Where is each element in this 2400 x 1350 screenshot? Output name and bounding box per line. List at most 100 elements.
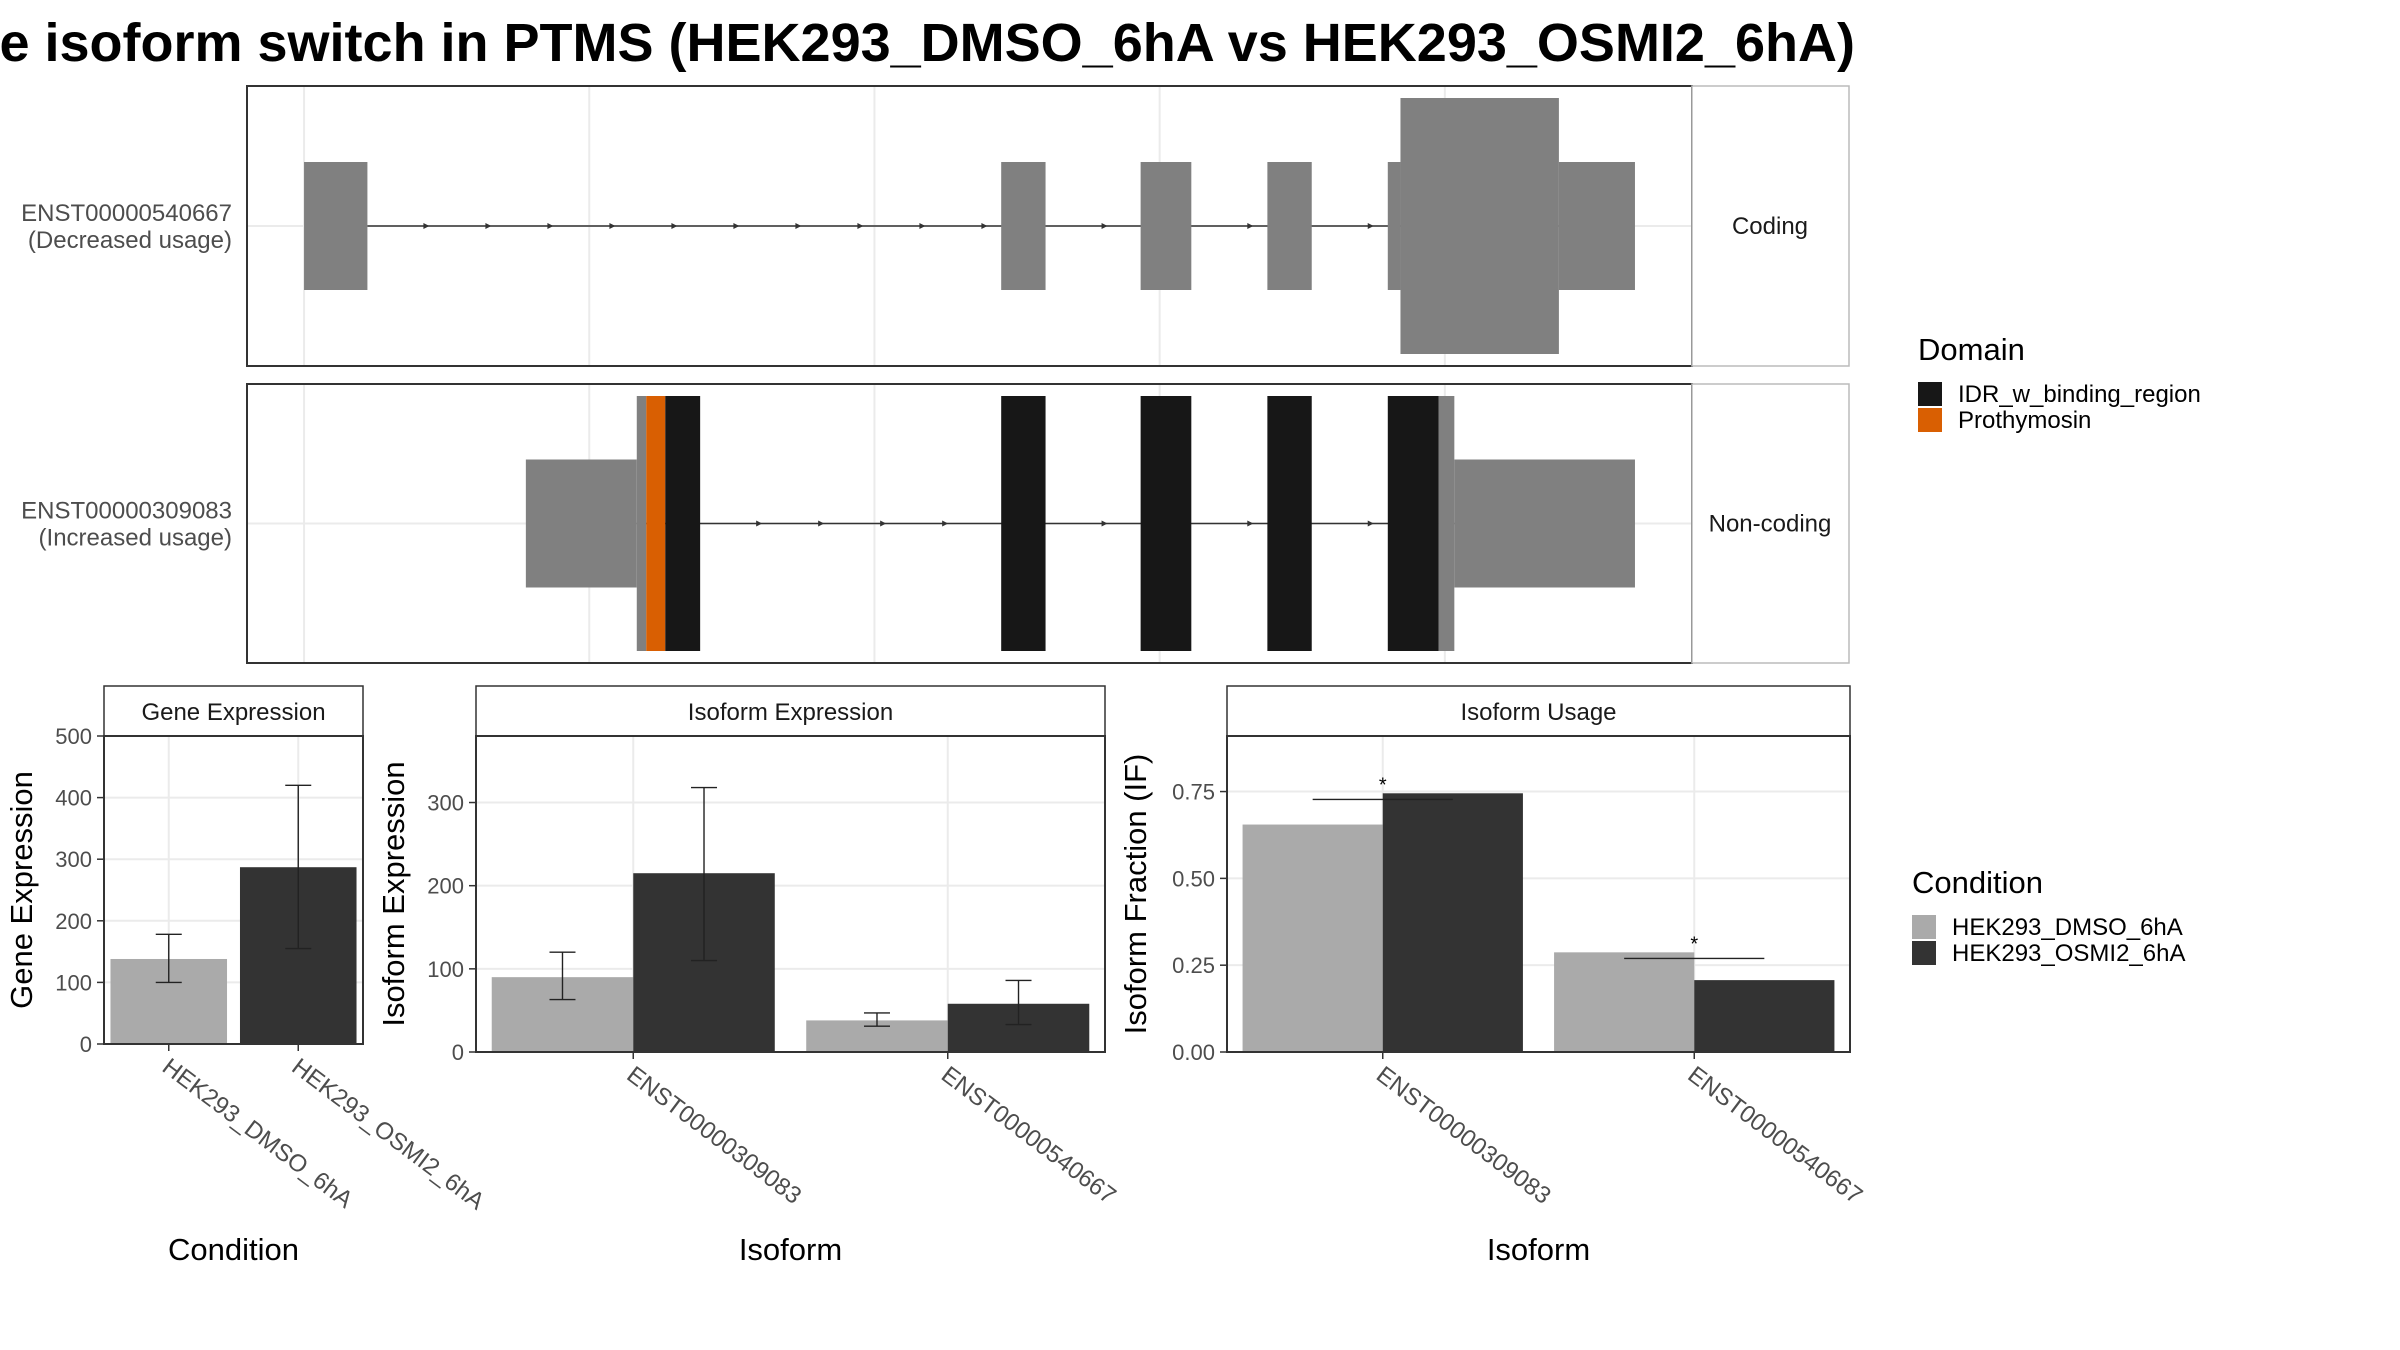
intron-arrow — [756, 520, 763, 527]
panel-border — [103, 735, 364, 1045]
panel-strip — [103, 685, 364, 737]
exon-block — [1400, 98, 1559, 354]
exon-block — [1140, 396, 1192, 651]
exon-block — [1001, 396, 1046, 651]
significance-mark: * — [1690, 933, 1698, 955]
intron-arrow — [1367, 520, 1374, 527]
y-tick-label: 0 — [80, 1032, 92, 1057]
intron-arrow — [795, 223, 802, 229]
condition-legend-swatch — [1912, 941, 1936, 965]
intron-arrow — [671, 223, 678, 229]
exon-block — [1387, 396, 1439, 651]
exon-block — [1267, 162, 1312, 290]
intron-arrow — [485, 223, 492, 229]
domain-legend-label: IDR_w_binding_region — [1958, 381, 2201, 408]
x-axis-title: Condition — [168, 1232, 299, 1267]
y-axis-title: Gene Expression — [4, 771, 39, 1009]
intron-arrow — [1367, 223, 1374, 229]
intron-arrow — [981, 223, 988, 229]
exon-block — [1438, 396, 1455, 651]
y-tick-label: 300 — [427, 791, 464, 816]
domain-legend-swatch — [1918, 382, 1942, 406]
x-tick-label: ENST00000309083 — [622, 1061, 807, 1209]
intron-arrow — [1101, 520, 1108, 527]
y-tick-label: 0.75 — [1172, 780, 1215, 805]
structure-strip — [1691, 85, 1850, 367]
panel-border — [1226, 735, 1851, 1053]
x-axis-title: Isoform — [1487, 1232, 1590, 1267]
x-tick-label: ENST00000309083 — [1371, 1061, 1556, 1209]
exon-block — [1558, 162, 1635, 290]
exon-block — [1267, 396, 1312, 651]
y-tick-label: 500 — [55, 724, 92, 749]
gene-expression-panel: Gene Expression0100200300400500HEK293_DM… — [4, 685, 489, 1267]
isoform-expression-panel: Isoform Expression 0 100 200 300 ENST00000309… — [376, 685, 1121, 1267]
y-tick-label: 300 — [55, 847, 92, 872]
panel-strip-label: Gene Expression — [141, 699, 325, 726]
intron-arrow — [733, 223, 740, 229]
exon-block — [1387, 162, 1401, 290]
x-tick-label: ENST00000540667 — [1683, 1061, 1868, 1209]
isoform-usage-label: (Increased usage) — [39, 525, 232, 552]
condition-legend-swatch — [1912, 915, 1936, 939]
exon-block — [665, 396, 701, 651]
x-tick-label: ENST00000540667 — [936, 1061, 1121, 1209]
exon-block — [646, 396, 666, 651]
isoform-usage-panel: Isoform Usage 0.00 0.25 0.50 0.75 * * ENST00000… — [1118, 685, 1868, 1267]
y-tick-label: 0 — [452, 1040, 464, 1065]
y-tick-label: 0.25 — [1172, 953, 1215, 978]
exon-block — [636, 396, 647, 651]
panel-border — [475, 735, 1106, 1053]
panel-strip-label: Isoform Expression — [688, 699, 893, 726]
intron-arrow — [423, 223, 430, 229]
bar — [1382, 793, 1523, 1052]
bar — [1694, 980, 1835, 1052]
condition-legend-title: Condition — [1912, 865, 2043, 900]
condition-legend-label: HEK293_OSMI2_6hA — [1952, 940, 2185, 967]
bar — [1242, 824, 1383, 1052]
exon-block — [1001, 162, 1046, 290]
bar — [1554, 952, 1695, 1052]
domain-legend-label: Prothymosin — [1958, 407, 2091, 434]
exon-block — [525, 459, 637, 588]
y-tick-label: 0.50 — [1172, 866, 1215, 891]
significance-mark: * — [1379, 774, 1387, 796]
y-tick-label: 200 — [427, 874, 464, 899]
intron-arrow — [818, 520, 825, 527]
intron-arrow — [1247, 223, 1254, 229]
intron-arrow — [1101, 223, 1108, 229]
y-axis-title: Isoform Fraction (IF) — [1118, 754, 1153, 1035]
isoform-id-label: ENST00000309083 — [21, 498, 232, 525]
y-axis-title: Isoform Expression — [376, 761, 411, 1026]
isoform-usage-label: (Decreased usage) — [28, 227, 232, 254]
intron-arrow — [919, 223, 926, 229]
transcript-structure-panel: Coding ENST00000540667(Decreased usage) No… — [21, 85, 1850, 664]
exon-block — [1454, 459, 1635, 588]
panel-strip-label: Isoform Usage — [1460, 699, 1616, 726]
intron-arrow — [857, 223, 864, 229]
intron-arrow — [547, 223, 554, 229]
exon-block — [304, 162, 368, 290]
y-tick-label: 100 — [55, 970, 92, 995]
y-tick-label: 200 — [55, 909, 92, 934]
domain-legend-title: Domain — [1918, 332, 2025, 367]
x-axis-title: Isoform — [739, 1232, 842, 1267]
exon-block — [1140, 162, 1192, 290]
intron-arrow — [1247, 520, 1254, 527]
intron-arrow — [942, 520, 949, 527]
structure-strip — [1691, 383, 1850, 664]
structure-strip-label: Coding — [1732, 213, 1808, 240]
structure-strip-label: Non-coding — [1709, 511, 1832, 538]
y-tick-label: 400 — [55, 786, 92, 811]
panel-strip — [475, 685, 1106, 737]
domain-legend-swatch — [1918, 408, 1942, 432]
y-tick-label: 100 — [427, 957, 464, 982]
intron-arrow — [880, 520, 887, 527]
figure-title: The isoform switch in PTMS (HEK293_DMSO_… — [0, 13, 1855, 73]
condition-legend-label: HEK293_DMSO_6hA — [1952, 914, 2183, 941]
isoform-id-label: ENST00000540667 — [21, 200, 232, 227]
y-tick-label: 0.00 — [1172, 1040, 1215, 1065]
